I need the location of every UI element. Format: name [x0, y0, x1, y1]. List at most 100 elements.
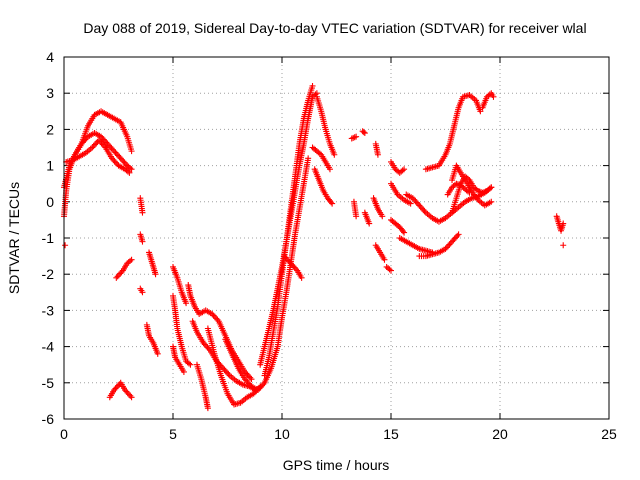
- data-point: [95, 137, 102, 144]
- data-point: [214, 316, 221, 323]
- data-point: [200, 339, 207, 346]
- data-point: [128, 166, 135, 173]
- data-point: [225, 371, 232, 378]
- series-isolated: [62, 242, 567, 249]
- y-tick-label: 0: [46, 194, 54, 210]
- series-arc-10: [106, 379, 135, 401]
- data-point: [260, 381, 267, 388]
- data-point: [292, 266, 299, 273]
- data-point: [126, 169, 133, 176]
- data-point: [105, 142, 112, 149]
- y-tick-label: 1: [46, 158, 54, 174]
- data-point: [203, 342, 210, 349]
- data-point: [104, 140, 111, 147]
- data-point: [115, 382, 122, 389]
- data-point: [250, 390, 257, 397]
- data-point: [416, 202, 423, 209]
- data-point: [210, 312, 217, 319]
- data-point: [101, 143, 108, 150]
- series-arc-25: [348, 133, 360, 142]
- data-point: [97, 138, 104, 145]
- data-point: [91, 141, 98, 148]
- series-arc-30: [370, 195, 386, 220]
- x-tick-label: 20: [492, 426, 508, 442]
- data-point: [101, 137, 108, 144]
- data-point: [139, 238, 146, 245]
- series-arc-12: [170, 292, 194, 368]
- data-point: [89, 144, 96, 151]
- y-tick-label: 2: [46, 121, 54, 137]
- data-point: [447, 240, 454, 247]
- data-point: [154, 350, 161, 357]
- data-point: [218, 363, 225, 370]
- x-tick-label: 25: [601, 426, 617, 442]
- data-point: [477, 108, 484, 115]
- series-arc-44: [553, 213, 567, 234]
- series-arc-39: [422, 92, 484, 173]
- series-arc-18: [222, 155, 312, 394]
- data-point: [211, 313, 218, 320]
- data-point: [98, 140, 105, 147]
- series-arc-28: [350, 198, 360, 220]
- data-point: [350, 134, 357, 141]
- data-point: [110, 156, 117, 163]
- data-point: [328, 199, 335, 206]
- data-point: [108, 145, 115, 152]
- data-point: [107, 143, 114, 150]
- data-point: [446, 241, 453, 248]
- data-point: [117, 155, 124, 162]
- series-arc-29: [361, 209, 373, 227]
- data-point: [187, 361, 194, 368]
- data-point: [256, 385, 263, 392]
- data-point: [112, 149, 119, 156]
- data-point: [224, 369, 231, 376]
- x-tick-label: 10: [274, 426, 290, 442]
- series-arc-38: [416, 231, 462, 260]
- data-point: [283, 255, 290, 262]
- series-arc-24: [313, 93, 338, 158]
- data-point: [122, 387, 129, 394]
- data-point: [204, 405, 211, 412]
- data-point: [455, 231, 462, 238]
- data-point: [417, 203, 424, 210]
- series-arc-21: [281, 253, 305, 281]
- data-point: [290, 263, 297, 270]
- data-point: [81, 137, 88, 144]
- data-point: [118, 156, 125, 163]
- data-point: [117, 270, 124, 277]
- series-arc-33: [388, 158, 408, 176]
- data-point: [241, 376, 248, 383]
- data-point: [127, 392, 134, 399]
- data-point: [122, 161, 129, 168]
- data-point: [247, 374, 254, 381]
- x-tick-label: 15: [383, 426, 399, 442]
- data-point: [243, 377, 250, 384]
- data-point: [281, 253, 288, 260]
- data-point: [245, 380, 252, 387]
- data-point: [381, 256, 388, 263]
- series-arc-17: [204, 325, 264, 408]
- data-point: [201, 341, 208, 348]
- data-point: [326, 166, 333, 173]
- grid: [64, 57, 609, 419]
- data-point: [244, 371, 251, 378]
- y-axis-label: SDTVAR / TECUs: [6, 182, 22, 294]
- data-point: [125, 391, 132, 398]
- data-point: [180, 368, 187, 375]
- data-point: [401, 166, 408, 173]
- x-tick-label: 0: [60, 426, 68, 442]
- data-point: [111, 387, 118, 394]
- data-point: [116, 153, 123, 160]
- data-point: [113, 384, 120, 391]
- data-point: [560, 220, 567, 227]
- series-arc-23: [311, 166, 336, 207]
- y-tick-label: -3: [42, 302, 55, 318]
- data-point: [213, 315, 220, 322]
- data-point: [118, 269, 125, 276]
- data-point: [282, 254, 289, 261]
- data-point: [421, 208, 428, 215]
- data-point: [452, 234, 459, 241]
- data-point: [124, 389, 131, 396]
- data-point: [366, 220, 373, 227]
